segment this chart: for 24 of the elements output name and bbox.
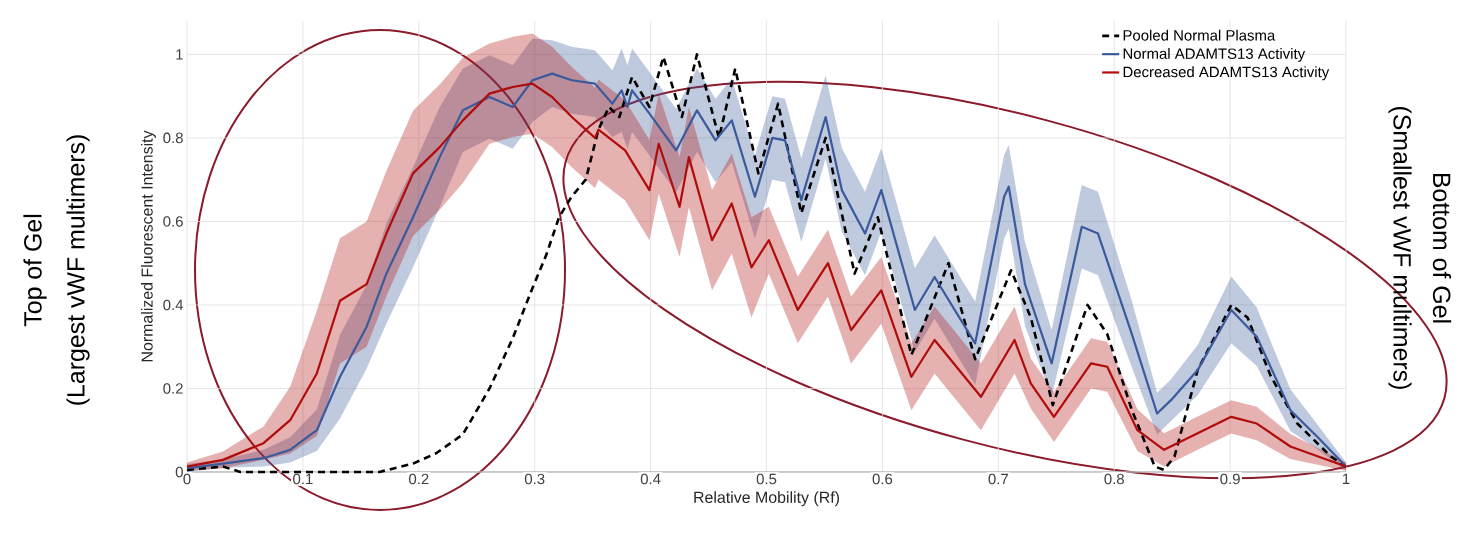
text: (Largest vWF multimers) xyxy=(66,135,90,405)
x-tick-label: 0.1 xyxy=(293,473,313,485)
x-tick-label: 1 xyxy=(1343,473,1350,484)
y-tick-label: 1 xyxy=(176,49,183,60)
x-tick-label: 0.3 xyxy=(524,473,545,485)
y-tick-label: 0.4 xyxy=(163,299,184,311)
x-tick-label: 0.7 xyxy=(988,473,1008,485)
text: (Smallest vWF multimers) xyxy=(1388,107,1412,389)
x-tick-label: 0.4 xyxy=(640,473,661,485)
y-tick-label: 0.8 xyxy=(163,132,183,144)
x-tick-label: 0.8 xyxy=(1104,473,1124,485)
y-tick-label: 0.2 xyxy=(163,383,183,394)
legend-label: Pooled Normal Plasma xyxy=(1123,29,1276,41)
y-axis-title: Normalized Fluorescent Intensity xyxy=(141,130,156,362)
text: Bottom of Gel xyxy=(1432,173,1452,323)
x-tick-label: 0.2 xyxy=(409,473,429,485)
text: Top of Gel xyxy=(23,214,47,327)
x-tick-label: 0.5 xyxy=(756,473,777,485)
legend-label: Normal ADAMTS13 Activity xyxy=(1123,47,1306,62)
x-tick-label: 0.6 xyxy=(872,473,893,485)
legend-label: Decreased ADAMTS13 Activity xyxy=(1123,66,1330,81)
y-tick-label: 0.6 xyxy=(163,216,183,227)
x-axis-title: Relative Mobility (Rf) xyxy=(694,491,839,507)
x-tick-label: 0.9 xyxy=(1220,473,1240,485)
